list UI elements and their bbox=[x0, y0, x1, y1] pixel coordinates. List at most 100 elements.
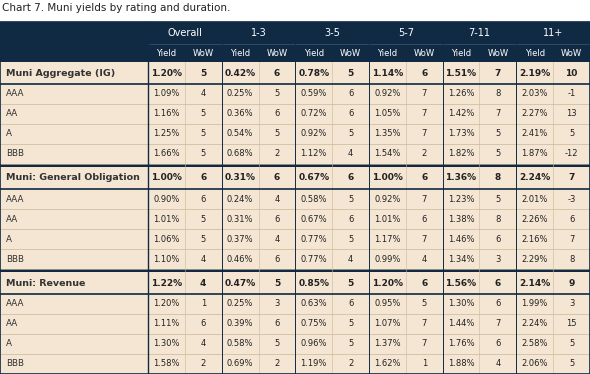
Text: 1.26%: 1.26% bbox=[448, 89, 474, 98]
Text: 2: 2 bbox=[422, 150, 427, 159]
Text: 4: 4 bbox=[201, 254, 206, 264]
Text: 0.24%: 0.24% bbox=[227, 194, 253, 203]
Text: 1.25%: 1.25% bbox=[153, 129, 179, 138]
Text: 0.95%: 0.95% bbox=[374, 300, 401, 309]
Text: 6: 6 bbox=[274, 68, 280, 77]
Text: 2.03%: 2.03% bbox=[522, 89, 548, 98]
Text: 1-3: 1-3 bbox=[251, 28, 266, 38]
Text: 2.06%: 2.06% bbox=[522, 359, 548, 368]
Text: 0.85%: 0.85% bbox=[299, 279, 329, 288]
Text: 1.54%: 1.54% bbox=[374, 150, 401, 159]
Text: 5: 5 bbox=[201, 110, 206, 119]
Text: 7: 7 bbox=[568, 174, 575, 183]
Text: WoW: WoW bbox=[193, 49, 214, 58]
Text: 1.36%: 1.36% bbox=[445, 174, 477, 183]
Text: 0.47%: 0.47% bbox=[224, 279, 255, 288]
Text: 1.30%: 1.30% bbox=[153, 340, 180, 349]
Text: 8: 8 bbox=[569, 254, 574, 264]
Text: 6: 6 bbox=[422, 215, 427, 224]
Text: 6: 6 bbox=[421, 68, 427, 77]
Text: 6: 6 bbox=[348, 174, 354, 183]
Text: 0.92%: 0.92% bbox=[374, 194, 401, 203]
Text: 1: 1 bbox=[422, 359, 427, 368]
Text: 2.26%: 2.26% bbox=[522, 215, 548, 224]
Text: 1.82%: 1.82% bbox=[448, 150, 474, 159]
Text: 6: 6 bbox=[421, 174, 427, 183]
Text: 5: 5 bbox=[422, 300, 427, 309]
Text: 1.06%: 1.06% bbox=[153, 234, 180, 243]
Text: 0.25%: 0.25% bbox=[227, 300, 253, 309]
Text: 2: 2 bbox=[201, 359, 206, 368]
Text: 3: 3 bbox=[569, 300, 574, 309]
Text: 0.63%: 0.63% bbox=[300, 300, 327, 309]
Text: 5: 5 bbox=[348, 340, 353, 349]
Text: 5: 5 bbox=[274, 129, 280, 138]
Text: 3: 3 bbox=[495, 254, 500, 264]
Text: 5: 5 bbox=[569, 340, 574, 349]
Text: 13: 13 bbox=[566, 110, 577, 119]
Text: A: A bbox=[6, 340, 12, 349]
Text: 4: 4 bbox=[274, 234, 280, 243]
Text: 4: 4 bbox=[348, 150, 353, 159]
Text: 2: 2 bbox=[348, 359, 353, 368]
Text: Yield: Yield bbox=[525, 49, 545, 58]
Text: A: A bbox=[6, 234, 12, 243]
Text: 4: 4 bbox=[200, 279, 206, 288]
Text: 1.00%: 1.00% bbox=[372, 174, 403, 183]
Text: Yield: Yield bbox=[156, 49, 176, 58]
Text: 2.41%: 2.41% bbox=[522, 129, 548, 138]
Text: -3: -3 bbox=[568, 194, 576, 203]
Text: 4: 4 bbox=[348, 254, 353, 264]
Text: 7: 7 bbox=[495, 68, 501, 77]
Text: AA: AA bbox=[6, 110, 18, 119]
Text: 0.77%: 0.77% bbox=[300, 254, 327, 264]
Text: 1.38%: 1.38% bbox=[448, 215, 474, 224]
Text: 0.42%: 0.42% bbox=[225, 68, 255, 77]
Text: 2.16%: 2.16% bbox=[522, 234, 548, 243]
Text: 5: 5 bbox=[495, 129, 500, 138]
Text: 6: 6 bbox=[495, 279, 501, 288]
Text: 5: 5 bbox=[348, 234, 353, 243]
Text: 6: 6 bbox=[274, 110, 280, 119]
Text: 7: 7 bbox=[422, 340, 427, 349]
Text: 1.01%: 1.01% bbox=[153, 215, 179, 224]
Text: 1.46%: 1.46% bbox=[448, 234, 474, 243]
Text: 6: 6 bbox=[274, 254, 280, 264]
Text: 0.92%: 0.92% bbox=[300, 129, 327, 138]
Text: Yield: Yield bbox=[451, 49, 471, 58]
Text: 1.34%: 1.34% bbox=[448, 254, 474, 264]
Text: 1.20%: 1.20% bbox=[153, 300, 179, 309]
Text: 0.68%: 0.68% bbox=[227, 150, 253, 159]
Text: 2.19%: 2.19% bbox=[519, 68, 550, 77]
Text: 2.29%: 2.29% bbox=[522, 254, 548, 264]
Text: 1.30%: 1.30% bbox=[448, 300, 474, 309]
Text: 1.76%: 1.76% bbox=[448, 340, 474, 349]
Text: 5: 5 bbox=[274, 340, 280, 349]
Text: 4: 4 bbox=[495, 359, 500, 368]
Text: Yield: Yield bbox=[378, 49, 398, 58]
Text: 7: 7 bbox=[495, 110, 500, 119]
Text: 6: 6 bbox=[274, 215, 280, 224]
Text: 1.23%: 1.23% bbox=[448, 194, 474, 203]
Text: 1.05%: 1.05% bbox=[374, 110, 401, 119]
Text: 8: 8 bbox=[495, 174, 501, 183]
Text: 2.24%: 2.24% bbox=[519, 174, 550, 183]
Text: 0.77%: 0.77% bbox=[300, 234, 327, 243]
Text: BBB: BBB bbox=[6, 359, 24, 368]
Text: BBB: BBB bbox=[6, 254, 24, 264]
Text: 1.20%: 1.20% bbox=[372, 279, 403, 288]
Text: 1.22%: 1.22% bbox=[151, 279, 182, 288]
Text: 6: 6 bbox=[348, 215, 353, 224]
Text: Muni: General Obligation: Muni: General Obligation bbox=[6, 174, 140, 183]
Text: 0.58%: 0.58% bbox=[227, 340, 253, 349]
Text: 1.51%: 1.51% bbox=[445, 68, 477, 77]
Text: 5: 5 bbox=[569, 359, 574, 368]
Text: 0.31%: 0.31% bbox=[227, 215, 253, 224]
Text: 15: 15 bbox=[566, 319, 577, 328]
Text: 6: 6 bbox=[569, 215, 574, 224]
Text: 4: 4 bbox=[274, 194, 280, 203]
Text: 1.35%: 1.35% bbox=[374, 129, 401, 138]
Text: 0.54%: 0.54% bbox=[227, 129, 253, 138]
Text: 5: 5 bbox=[201, 129, 206, 138]
Text: 5: 5 bbox=[201, 150, 206, 159]
